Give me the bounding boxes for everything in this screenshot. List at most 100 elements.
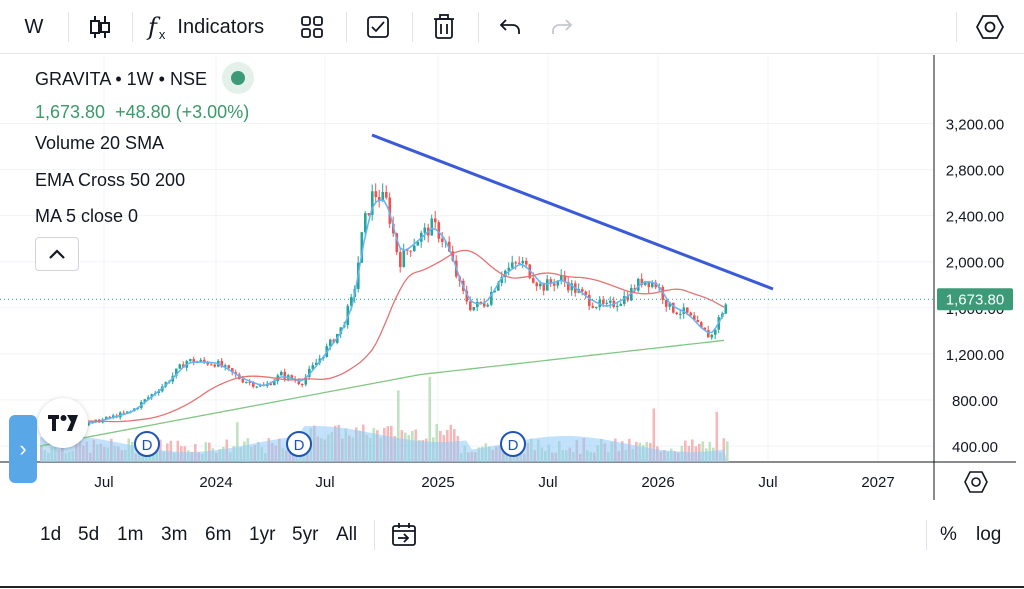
volume-bar (726, 441, 729, 462)
candle-body (665, 299, 668, 307)
candle-body (301, 384, 304, 386)
ema200-line (39, 339, 725, 447)
candle-body (588, 294, 591, 307)
candle-body (553, 283, 556, 286)
interval-label: W (24, 15, 44, 38)
tradingview-logo-icon (48, 415, 78, 431)
candle-body (220, 360, 224, 367)
candle-body (595, 307, 598, 309)
candle-body (518, 262, 521, 264)
candle-body (360, 232, 364, 263)
candle-body (290, 375, 294, 380)
candle-body (224, 365, 227, 367)
candle-body (283, 371, 287, 379)
candle-body (367, 213, 371, 215)
interval-button[interactable]: W (18, 8, 50, 46)
candle-body (686, 307, 689, 313)
range-1d[interactable]: 1d (40, 524, 62, 545)
settings-hexagon-icon[interactable] (970, 8, 1010, 46)
candles (42, 183, 728, 427)
toolbar-divider (68, 12, 69, 42)
candle-body (231, 368, 234, 373)
indicator-legend-ma[interactable]: MA 5 close 0 (35, 206, 139, 226)
time-axis-label: Jul (758, 474, 777, 491)
candle-body (549, 279, 553, 284)
range-all[interactable]: All (336, 524, 358, 545)
volume-bar (652, 408, 656, 462)
candle-body (105, 416, 108, 420)
candle-body (654, 282, 658, 288)
candle-body (563, 275, 567, 282)
toolbar-divider (132, 12, 133, 42)
candle-body (402, 249, 406, 268)
candle-body (304, 376, 308, 385)
range-3m[interactable]: 3m (161, 524, 188, 545)
candle-body (395, 233, 399, 253)
axis-settings-icon-shape (971, 477, 981, 487)
candle-body (675, 312, 679, 315)
candle-body (350, 296, 353, 306)
candle-body (126, 411, 129, 413)
candles-icon[interactable] (82, 8, 118, 46)
dividend-marker: D (500, 431, 526, 457)
range-5d[interactable]: 5d (78, 524, 100, 545)
price-chart[interactable]: 3,200.002,800.002,400.002,000.001,600.00… (0, 55, 1024, 500)
candle-body (500, 277, 504, 283)
templates-icon[interactable] (294, 8, 330, 46)
indicators-label: Indicators (177, 15, 265, 38)
candle-body (605, 302, 609, 304)
candle-body (616, 305, 619, 307)
chart-pane[interactable]: 3,200.002,800.002,400.002,000.001,600.00… (0, 55, 1024, 500)
dividend-marker-circle (500, 431, 526, 457)
candle-body (108, 416, 112, 418)
trendline (371, 133, 774, 291)
undo-icon[interactable] (492, 8, 528, 46)
candle-body (259, 385, 262, 387)
candle-body (539, 283, 542, 287)
checkbox-icon[interactable] (360, 8, 396, 46)
candle-body (332, 339, 336, 343)
range-1yr[interactable]: 1yr (249, 524, 276, 545)
symbol-legend[interactable]: GRAVITA • 1W • NSE (35, 69, 207, 89)
candle-body (651, 282, 654, 288)
candle-body (178, 364, 182, 369)
candle-body (122, 412, 126, 414)
range-1m[interactable]: 1m (117, 524, 144, 545)
expand-sidebar-button[interactable]: › (9, 415, 37, 483)
tradingview-logo[interactable] (38, 398, 88, 448)
goto-date-icon[interactable] (390, 520, 418, 550)
candle-body (672, 302, 675, 313)
candle-body (637, 278, 640, 291)
toolbar-divider (346, 12, 347, 42)
candle-body (679, 313, 682, 315)
candle-body (399, 252, 402, 268)
redo-icon[interactable] (544, 8, 580, 46)
price-axis-label: 800.00 (952, 393, 998, 410)
candle-body (465, 290, 469, 302)
axis-settings-icon (964, 471, 988, 493)
price-axis-label: 2,400.00 (946, 209, 1004, 226)
indicator-legend-ema-cross[interactable]: EMA Cross 50 200 (35, 170, 186, 190)
price-change-legend: 1,673.80 +48.80 (+3.00%) (35, 102, 249, 123)
percent-scale-toggle[interactable]: % (940, 524, 957, 545)
range-5yr[interactable]: 5yr (292, 524, 319, 545)
candle-body (493, 290, 497, 293)
time-axis-label: 2025 (421, 474, 454, 491)
range-6m[interactable]: 6m (205, 524, 232, 545)
indicator-legend-volume[interactable]: Volume 20 SMA (35, 133, 165, 153)
candle-body (311, 365, 315, 369)
ma5-line (39, 199, 725, 424)
candle-body (87, 423, 91, 425)
trash-icon[interactable] (426, 8, 462, 46)
candle-body (525, 260, 528, 265)
candle-body (423, 227, 427, 233)
volume-bar (715, 411, 719, 462)
candle-body (570, 283, 574, 291)
collapse-legend-button[interactable] (35, 237, 79, 271)
log-scale-toggle[interactable]: log (976, 524, 1002, 545)
ema50-line (40, 249, 725, 423)
candle-body (241, 378, 245, 383)
candle-body (546, 279, 549, 291)
